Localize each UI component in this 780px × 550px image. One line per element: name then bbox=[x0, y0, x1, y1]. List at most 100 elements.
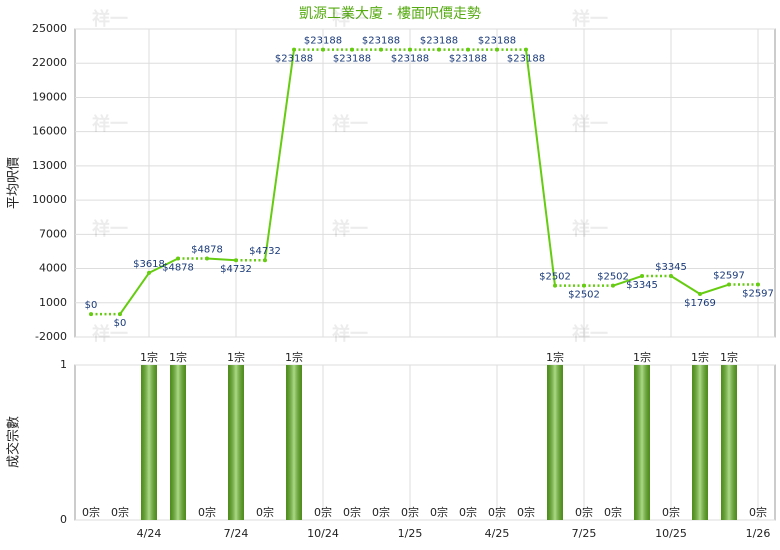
value-label: 1宗 bbox=[285, 350, 303, 364]
value-label: 1宗 bbox=[691, 350, 709, 364]
value-label: $3345 bbox=[655, 262, 687, 273]
line-segment bbox=[525, 49, 556, 286]
value-label: 0宗 bbox=[314, 505, 332, 519]
value-label: 1宗 bbox=[546, 350, 564, 364]
y-tick-label: 7000 bbox=[39, 227, 67, 240]
watermark: 祥一 bbox=[332, 218, 368, 240]
y-axis-label: 成交宗數 bbox=[6, 416, 22, 468]
value-label: $23188 bbox=[478, 36, 516, 47]
watermark: 祥一 bbox=[92, 218, 128, 240]
line-segment bbox=[206, 257, 237, 262]
value-label: 0宗 bbox=[343, 505, 361, 519]
point bbox=[582, 283, 586, 288]
value-label: 0宗 bbox=[430, 505, 448, 519]
line-segment bbox=[699, 283, 730, 295]
point bbox=[205, 256, 209, 261]
bar-shine bbox=[286, 365, 302, 520]
bar-shine bbox=[170, 365, 186, 520]
y-tick-label: 19000 bbox=[32, 90, 67, 103]
value-label: 0宗 bbox=[575, 505, 593, 519]
point bbox=[350, 47, 354, 52]
point bbox=[466, 47, 470, 52]
y-tick-label: 10000 bbox=[32, 193, 67, 206]
y-tick-label: -2000 bbox=[35, 330, 67, 343]
value-label: $23188 bbox=[420, 36, 458, 47]
watermark: 祥一 bbox=[332, 8, 368, 30]
bar-shine bbox=[547, 365, 563, 520]
value-label: 1宗 bbox=[633, 350, 651, 364]
x-tick-label: 1/25 bbox=[398, 527, 423, 540]
line-segment bbox=[612, 275, 643, 287]
value-label: $1769 bbox=[684, 298, 716, 309]
y-axis-label: 平均呎價 bbox=[7, 157, 22, 209]
point bbox=[118, 312, 122, 317]
value-label: $4732 bbox=[220, 264, 252, 275]
line-segment bbox=[119, 272, 150, 315]
watermark: 祥一 bbox=[572, 113, 608, 135]
value-label: $4732 bbox=[249, 246, 281, 257]
watermark: 祥一 bbox=[92, 8, 128, 30]
chart-title: 凱源工業大廈 - 樓面呎價走勢 bbox=[299, 5, 481, 22]
plot-area bbox=[74, 28, 776, 338]
y-tick-label: 25000 bbox=[32, 22, 67, 35]
y-tick-label: 4000 bbox=[39, 262, 67, 275]
value-label: $23188 bbox=[333, 54, 371, 65]
bar-shine bbox=[634, 365, 650, 520]
y-tick-label: 1 bbox=[60, 358, 67, 371]
point bbox=[756, 282, 760, 287]
value-label: $2502 bbox=[539, 272, 571, 283]
x-tick-label: 4/25 bbox=[485, 527, 510, 540]
watermark: 祥一 bbox=[332, 323, 368, 345]
point bbox=[669, 274, 673, 279]
value-label: 1宗 bbox=[720, 350, 738, 364]
value-label: 0宗 bbox=[256, 505, 274, 519]
point bbox=[524, 47, 528, 52]
value-label: $23188 bbox=[391, 54, 429, 65]
bar-shine bbox=[692, 365, 708, 520]
y-tick-label: 16000 bbox=[32, 125, 67, 138]
point bbox=[698, 292, 702, 297]
value-label: $2597 bbox=[742, 289, 774, 300]
value-label: $4878 bbox=[162, 263, 194, 274]
value-label: 0宗 bbox=[604, 505, 622, 519]
bar-shine bbox=[228, 365, 244, 520]
x-tick-label: 10/25 bbox=[655, 527, 687, 540]
watermark: 祥一 bbox=[332, 113, 368, 135]
value-label: $0 bbox=[85, 300, 98, 311]
watermark: 祥一 bbox=[92, 113, 128, 135]
value-label: 0宗 bbox=[488, 505, 506, 519]
plot-area bbox=[74, 364, 776, 521]
watermark: 祥一 bbox=[572, 323, 608, 345]
value-label: $23188 bbox=[449, 54, 487, 65]
point bbox=[640, 274, 644, 279]
x-tick-label: 10/24 bbox=[307, 527, 339, 540]
value-label: $23188 bbox=[507, 54, 545, 65]
value-label: 0宗 bbox=[401, 505, 419, 519]
point bbox=[611, 283, 615, 288]
point bbox=[292, 47, 296, 52]
x-tick-label: 4/24 bbox=[137, 527, 162, 540]
value-label: 0宗 bbox=[749, 505, 767, 519]
point bbox=[263, 258, 267, 263]
x-tick-label: 7/24 bbox=[224, 527, 249, 540]
point bbox=[437, 47, 441, 52]
value-label: $23188 bbox=[362, 36, 400, 47]
value-label: $2597 bbox=[713, 271, 745, 282]
point bbox=[321, 47, 325, 52]
value-label: $3618 bbox=[133, 259, 165, 270]
value-label: $23188 bbox=[304, 36, 342, 47]
point bbox=[408, 47, 412, 52]
line-segment bbox=[264, 49, 295, 261]
value-label: $23188 bbox=[275, 54, 313, 65]
value-label: $2502 bbox=[568, 290, 600, 301]
line-segment bbox=[148, 257, 179, 274]
y-tick-label: 1000 bbox=[39, 296, 67, 309]
value-label: 1宗 bbox=[169, 350, 187, 364]
point bbox=[176, 256, 180, 261]
point bbox=[234, 258, 238, 263]
y-tick-label: 0 bbox=[60, 513, 67, 526]
value-label: 0宗 bbox=[82, 505, 100, 519]
y-tick-label: 22000 bbox=[32, 56, 67, 69]
value-label: 1宗 bbox=[140, 350, 158, 364]
